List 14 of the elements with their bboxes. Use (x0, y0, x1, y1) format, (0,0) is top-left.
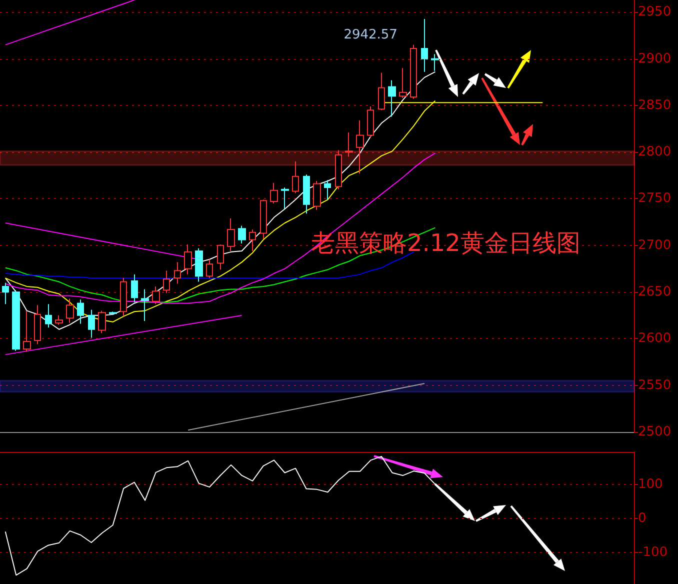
y-tick-label: 2650 (638, 284, 672, 300)
y-tick-label: 2700 (638, 238, 672, 253)
y-tick-label: 2550 (638, 378, 672, 393)
y-tick-label: 2500 (638, 424, 672, 440)
y-tick-label: 2900 (638, 51, 672, 66)
y-tick-label: 2950 (638, 4, 672, 20)
y-tick-label: 2750 (638, 191, 672, 206)
y-tick-label: 100 (638, 477, 663, 492)
y-tick-label: 2800 (638, 144, 672, 160)
annotation: 2942.57 (344, 28, 398, 43)
y-tick-label: 0 (638, 511, 646, 526)
y-tick-label: -100 (638, 545, 668, 560)
y-tick-label: 2600 (638, 331, 672, 346)
y-tick-label: 2850 (638, 98, 672, 113)
